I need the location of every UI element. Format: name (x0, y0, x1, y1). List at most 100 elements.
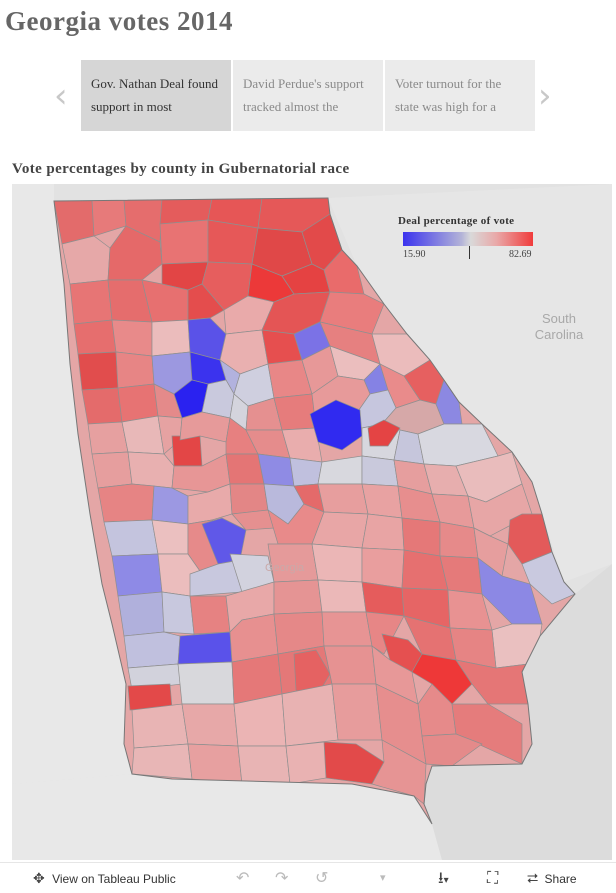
redo-icon[interactable]: ↷ (275, 868, 289, 887)
county[interactable] (61, 235, 111, 285)
share-button[interactable]: ⮂ Share (527, 870, 577, 888)
county[interactable] (439, 521, 479, 559)
legend-min-value: 15.90 (403, 249, 426, 260)
view-on-tableau-link[interactable]: ✥ View on Tableau Public (33, 870, 176, 888)
county[interactable] (361, 455, 399, 487)
county[interactable] (103, 519, 159, 557)
neighbor-land-south-carolina (328, 184, 612, 582)
county[interactable] (87, 421, 129, 455)
county[interactable] (81, 387, 123, 425)
story-navigator: ‹ Gov. Nathan Deal found support in most… (50, 60, 570, 132)
county[interactable] (159, 219, 209, 265)
county[interactable] (451, 703, 523, 765)
sea (424, 564, 612, 860)
county[interactable] (77, 351, 119, 391)
county[interactable] (177, 631, 233, 665)
county[interactable] (201, 517, 247, 565)
neighbor-land-florida (12, 774, 442, 860)
legend-marker (469, 246, 470, 259)
county[interactable] (131, 703, 189, 749)
georgia-state-outline (53, 197, 576, 825)
story-point-3[interactable]: Voter turnout for the state was high for… (385, 60, 535, 131)
county[interactable] (111, 553, 163, 597)
county[interactable] (237, 745, 291, 785)
page-title: Georgia votes 2014 (5, 6, 233, 36)
county[interactable] (273, 579, 323, 615)
county[interactable] (365, 611, 405, 655)
dropdown-icon[interactable]: ▾ (380, 871, 386, 884)
color-legend: Deal percentage of vote 15.90 82.69 (391, 213, 541, 263)
county[interactable] (289, 457, 323, 487)
county[interactable] (281, 683, 339, 747)
county[interactable] (371, 645, 419, 705)
undo-icon[interactable]: ↶ (236, 868, 250, 887)
tableau-toolbar: ✥ View on Tableau Public ↶ ↷ ↺ ▾ ⭳▾ ⛶ ⮂ … (0, 862, 616, 893)
county[interactable] (179, 411, 231, 443)
county[interactable] (91, 451, 133, 489)
share-label: Share (544, 872, 577, 886)
revert-icon[interactable]: ↺ (315, 868, 329, 887)
county[interactable] (361, 581, 405, 617)
county[interactable] (229, 483, 269, 515)
county[interactable] (225, 453, 265, 485)
county[interactable] (473, 527, 509, 577)
county-map[interactable] (12, 184, 612, 860)
county[interactable] (317, 483, 369, 515)
county[interactable] (171, 435, 203, 467)
story-point-1[interactable]: Gov. Nathan Deal found support in most (81, 60, 231, 131)
county[interactable] (151, 319, 191, 357)
county[interactable] (361, 483, 403, 519)
county[interactable] (115, 351, 155, 389)
county[interactable] (323, 249, 365, 295)
county[interactable] (323, 645, 377, 685)
county[interactable] (181, 703, 239, 747)
story-point-2[interactable]: David Perdue's support tracked almost th… (233, 60, 383, 131)
chevron-left-icon[interactable]: ‹ (54, 76, 68, 116)
county[interactable] (127, 451, 175, 489)
tableau-logo-icon: ✥ (33, 871, 45, 887)
county[interactable] (187, 283, 225, 321)
legend-title: Deal percentage of vote (398, 215, 515, 227)
county[interactable] (321, 611, 373, 647)
county[interactable] (273, 393, 317, 431)
county[interactable] (111, 319, 153, 357)
county[interactable] (161, 591, 195, 635)
share-icon: ⮂ (527, 871, 539, 887)
county[interactable] (311, 543, 363, 583)
county[interactable] (69, 279, 113, 325)
legend-gradient (403, 232, 533, 246)
south-carolina-label-line1: South (542, 311, 576, 326)
county[interactable] (319, 291, 385, 335)
county[interactable] (317, 579, 367, 613)
view-on-tableau-label: View on Tableau Public (52, 872, 176, 886)
county[interactable] (435, 379, 463, 425)
county[interactable] (131, 743, 193, 780)
georgia-label: Georgia (265, 562, 305, 574)
download-icon[interactable]: ⭳▾ (438, 868, 449, 887)
county[interactable] (187, 743, 243, 785)
fullscreen-icon[interactable]: ⛶ (487, 868, 499, 887)
county[interactable] (121, 415, 165, 455)
county[interactable] (97, 483, 155, 523)
county[interactable] (73, 319, 117, 355)
county[interactable] (123, 631, 181, 669)
county[interactable] (151, 519, 189, 555)
county[interactable] (189, 595, 231, 635)
map-subtitle: Vote percentages by county in Gubernator… (12, 161, 350, 177)
county[interactable] (117, 591, 165, 637)
county[interactable] (285, 741, 327, 785)
neighbor-land-alabama (12, 184, 132, 784)
county[interactable] (367, 419, 401, 447)
south-carolina-label-line2: Carolina (534, 327, 584, 342)
county[interactable] (361, 547, 405, 589)
county[interactable] (207, 219, 259, 265)
county[interactable] (331, 683, 383, 741)
county[interactable] (257, 453, 295, 487)
south-carolina-label: South Carolina (528, 311, 590, 343)
chevron-right-icon[interactable]: › (538, 76, 552, 116)
legend-max-value: 82.69 (509, 249, 532, 260)
county[interactable] (361, 513, 405, 551)
county[interactable] (177, 661, 235, 705)
county[interactable] (421, 733, 483, 767)
county[interactable] (117, 383, 159, 423)
